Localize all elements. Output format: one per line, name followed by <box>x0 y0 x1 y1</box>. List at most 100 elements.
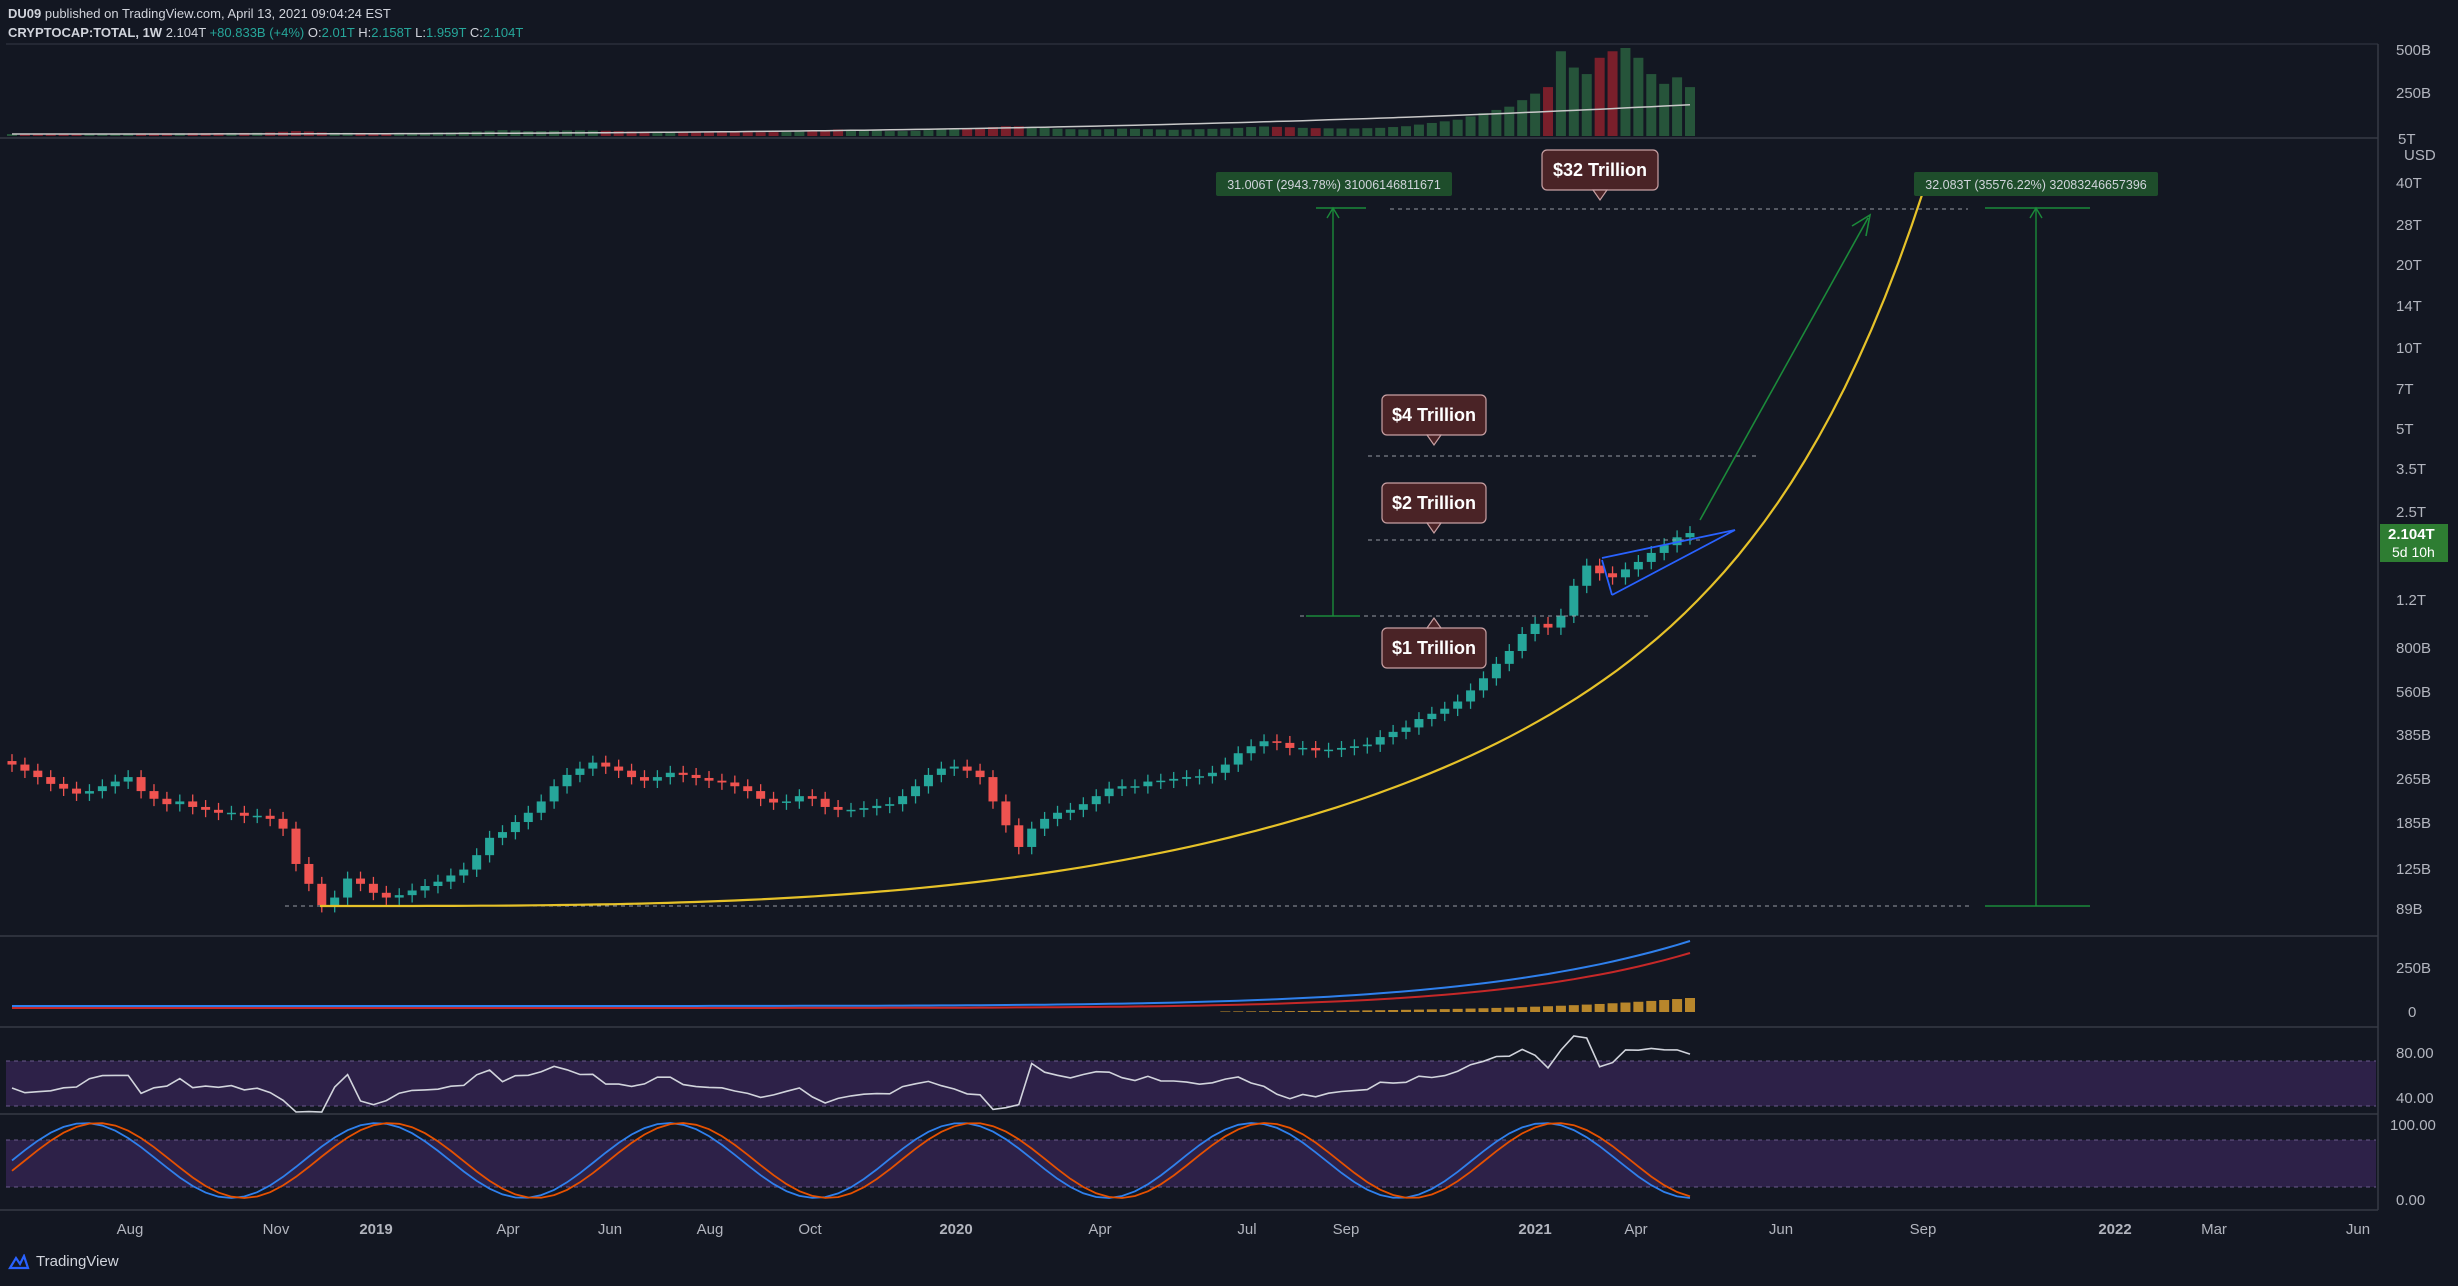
price-tick-label: 28T <box>2396 217 2422 234</box>
volume-tick-label: 500B <box>2396 42 2431 59</box>
volume-bar <box>1142 129 1153 136</box>
time-tick-label: 2019 <box>359 1221 392 1238</box>
volume-bar <box>1168 129 1179 136</box>
volume-bar <box>691 131 702 136</box>
price-tick-label: 5T <box>2396 421 2414 438</box>
candle-body <box>1117 786 1127 789</box>
callout-label: $4 Trillion <box>1392 405 1476 425</box>
indicator-bar <box>1375 1010 1386 1012</box>
candle-body <box>265 815 275 819</box>
candle-body <box>72 788 82 794</box>
candle-body <box>1646 552 1656 562</box>
stoch-pane <box>6 1122 2376 1199</box>
indicator-bar <box>1323 1010 1334 1012</box>
indicator-bar <box>1426 1009 1437 1012</box>
time-tick-label: Mar <box>2201 1221 2227 1238</box>
stoch-tick-label: 100.00 <box>2390 1117 2436 1134</box>
last-price-box <box>2380 524 2448 562</box>
candle-body <box>20 764 30 771</box>
candle-body <box>214 809 224 813</box>
volume-bar <box>1323 128 1334 136</box>
candle-body <box>368 883 378 893</box>
indicator-bar <box>1530 1006 1541 1012</box>
candle-body <box>1311 747 1321 751</box>
volume-bar <box>729 132 740 136</box>
rsi-tick-label: 80.00 <box>2396 1045 2434 1062</box>
indicator-bar <box>1362 1010 1373 1012</box>
candle-body <box>898 796 908 805</box>
time-tick-label: 2020 <box>939 1221 972 1238</box>
candle-body <box>1530 623 1540 634</box>
candle-body <box>1246 746 1256 754</box>
indicator-bar <box>1685 998 1695 1012</box>
tradingview-logo[interactable]: TradingView <box>8 1253 119 1270</box>
candle-body <box>459 869 469 876</box>
volume-bar <box>1401 126 1412 136</box>
candle-body <box>730 782 740 787</box>
candle-body <box>433 881 443 887</box>
volume-bar <box>1284 127 1295 136</box>
price-tick-label: 40T <box>2396 175 2422 192</box>
volume-bar <box>1039 127 1050 136</box>
candle-body <box>1659 545 1669 553</box>
candle-body <box>885 804 895 806</box>
candle-body <box>1336 747 1346 750</box>
volume-bar <box>1685 87 1695 136</box>
price-tick-label: 7T <box>2396 381 2414 398</box>
volume-bar <box>7 134 17 136</box>
candle-body <box>717 780 727 783</box>
candle-body <box>704 777 714 781</box>
candle-body <box>678 772 688 775</box>
indicator-bar <box>1517 1007 1528 1012</box>
candle-body <box>936 768 946 775</box>
volume-bar <box>1491 109 1502 136</box>
volume-bar <box>1517 100 1528 136</box>
indicator-bar <box>1633 1001 1644 1012</box>
measure-arrow-right <box>2029 206 2043 219</box>
indicator-bar <box>1465 1008 1476 1012</box>
candle-body <box>110 781 120 787</box>
time-tick-label: Jun <box>1769 1221 1793 1238</box>
volume-bar <box>975 128 986 136</box>
candle-body <box>394 895 404 898</box>
time-tick-label: Nov <box>263 1221 290 1238</box>
candle-body <box>59 783 69 789</box>
volume-bar <box>639 131 650 136</box>
time-tick-label: Aug <box>697 1221 724 1238</box>
rsi-tick-label: 40.00 <box>2396 1090 2434 1107</box>
candle-body <box>1143 781 1153 787</box>
candle-body <box>1259 741 1269 747</box>
volume-bar <box>1452 119 1463 136</box>
volume-bar <box>1594 57 1605 136</box>
candle-body <box>846 809 856 812</box>
candle-body <box>1375 737 1385 745</box>
rsi-pane <box>6 1035 2376 1113</box>
rising-wedge <box>1601 529 1736 596</box>
volume-bar <box>1672 77 1683 136</box>
stoch-d-line <box>11 1122 1691 1199</box>
volume-bar <box>987 127 998 136</box>
candle-body <box>304 863 314 884</box>
indicator-bar <box>1259 1011 1270 1012</box>
callout-pointer <box>1425 522 1443 535</box>
volume-bar <box>1362 128 1373 136</box>
callout-pointer <box>1425 434 1443 447</box>
volume-bar <box>742 132 753 136</box>
candle-body <box>820 798 830 807</box>
volume-bar <box>755 132 766 136</box>
price-axis: 40T 28T 20T 14T 10T 7T 5T 3.5T 2.5T 1.2T 800B 560B 3… <box>2380 42 2448 1209</box>
indicator-line-red <box>12 952 1691 1009</box>
volume-bar <box>32 133 43 136</box>
last-price-label: 2.104T <box>2388 526 2435 543</box>
candle-body <box>46 777 56 784</box>
candle-body <box>859 808 869 810</box>
indicator-bar <box>1581 1004 1592 1012</box>
indicator-bar <box>1543 1006 1554 1012</box>
rising-wedge-edge <box>1601 559 1613 596</box>
volume-bar <box>1117 128 1128 136</box>
candle-body <box>84 791 94 794</box>
candle-body <box>614 766 624 771</box>
price-tick-label: 14T <box>2396 298 2422 315</box>
drawing-overlays: 31.006T (2943.78%) 31006146811671 32.083T… <box>285 149 2158 908</box>
